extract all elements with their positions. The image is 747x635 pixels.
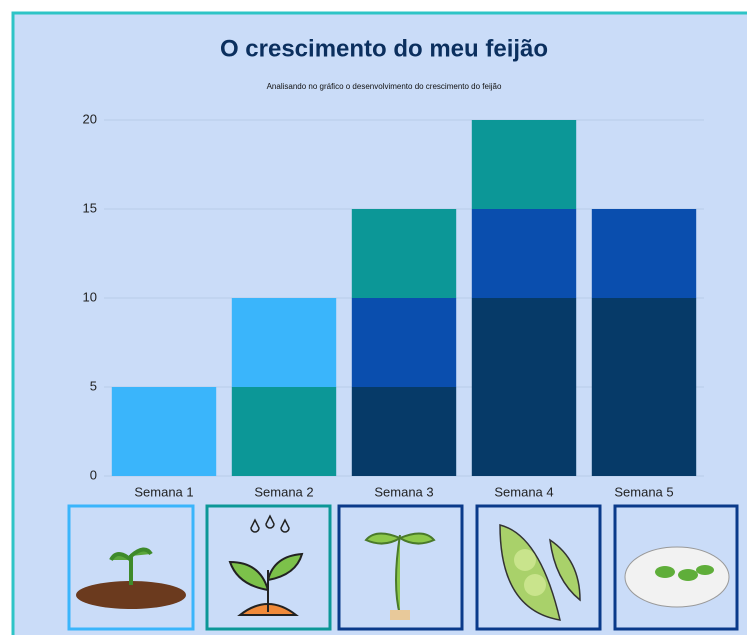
bar-segment bbox=[232, 387, 336, 476]
page: {"chart_data": {"type": "stacked-bar", "… bbox=[0, 0, 747, 635]
bean-icon bbox=[524, 574, 546, 596]
bar-segment bbox=[472, 209, 576, 298]
bar-segment bbox=[472, 120, 576, 209]
chart-subtitle: Analisando no gráfico o desenvolvimento … bbox=[267, 82, 502, 91]
x-tick-label: Semana 2 bbox=[254, 484, 313, 499]
bar-segment bbox=[472, 298, 576, 476]
bar-segment bbox=[232, 298, 336, 387]
y-tick-label: 20 bbox=[83, 111, 97, 126]
bar-segment bbox=[592, 209, 696, 298]
x-tick-label: Semana 3 bbox=[374, 484, 433, 499]
bean-icon bbox=[514, 549, 536, 571]
seed-icon bbox=[390, 610, 410, 620]
chart-title: O crescimento do meu feijão bbox=[220, 35, 548, 62]
chart: O crescimento do meu feijão Analisando n… bbox=[0, 0, 747, 635]
bar-segment bbox=[352, 298, 456, 387]
x-tick-label: Semana 4 bbox=[494, 484, 553, 499]
y-tick-label: 5 bbox=[90, 378, 97, 393]
plate-icon bbox=[625, 547, 729, 607]
y-tick-label: 0 bbox=[90, 467, 97, 482]
soil-icon bbox=[76, 581, 186, 609]
bar-segment bbox=[592, 298, 696, 476]
bar-segment bbox=[352, 387, 456, 476]
bar-segment bbox=[352, 209, 456, 298]
x-tick-label: Semana 5 bbox=[614, 484, 673, 499]
x-tick-label: Semana 1 bbox=[134, 484, 193, 499]
y-tick-label: 15 bbox=[83, 200, 97, 215]
bean-icon bbox=[696, 565, 714, 575]
bean-icon bbox=[678, 569, 698, 581]
bean-icon bbox=[655, 566, 675, 578]
bar-segment bbox=[112, 387, 216, 476]
y-tick-label: 10 bbox=[83, 289, 97, 304]
